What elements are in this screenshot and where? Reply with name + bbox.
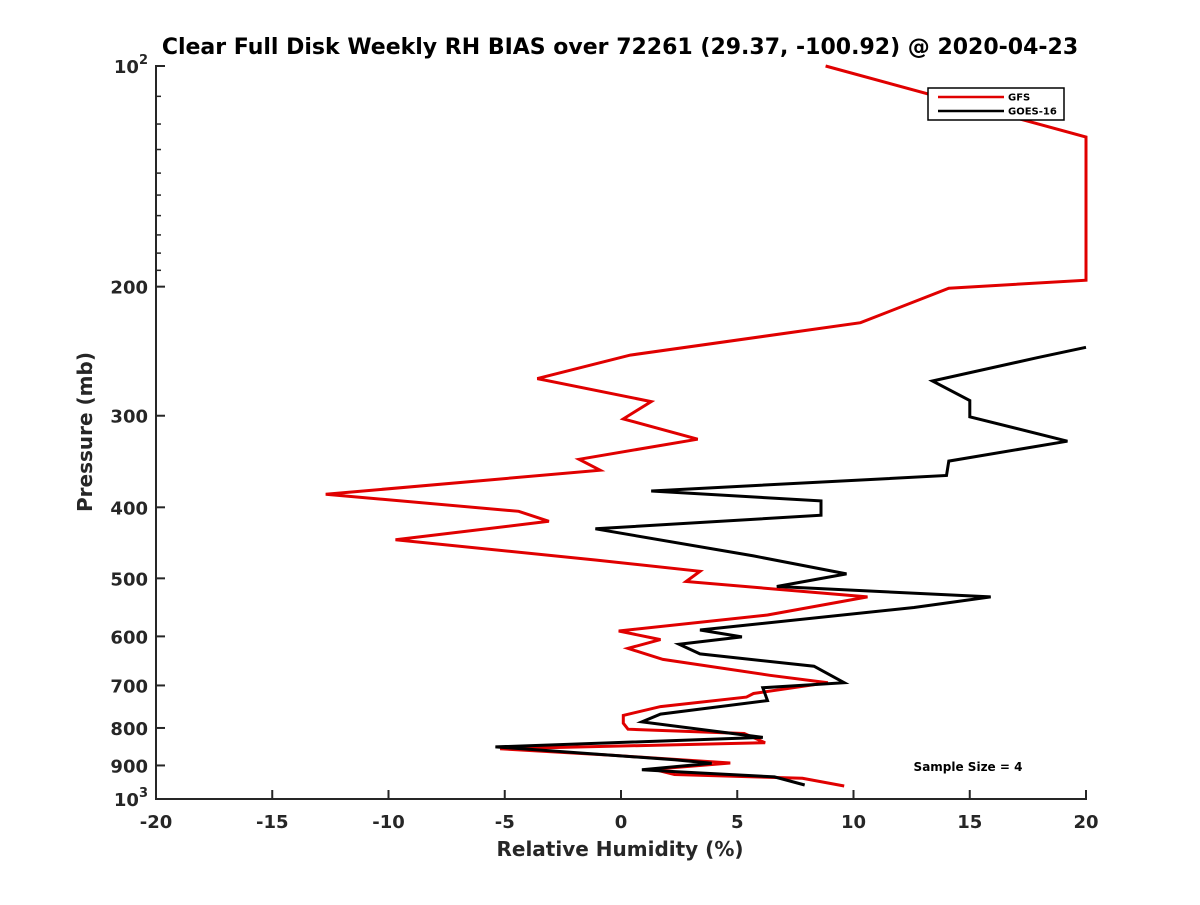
y-tick-label: 400 [110, 498, 148, 519]
y-axis-ticks: 102 200 300 400 500 600 700 800 900 103 [110, 53, 165, 811]
x-axis-ticks: -20 -15 -10 -5 0 5 10 15 20 [140, 790, 1099, 833]
y-tick-label: 900 [110, 756, 148, 777]
legend-box [927, 87, 1065, 121]
x-tick-label: 0 [615, 812, 628, 833]
plot-axes [155, 65, 1087, 800]
y-tick-label: 600 [110, 627, 148, 648]
y-tick-label: 800 [110, 719, 148, 740]
x-tick-label: 20 [1073, 812, 1098, 833]
y-tick-label: 103 [114, 786, 148, 811]
series-line-goes16 [495, 345, 1087, 787]
legend: GFS GOES-16 [927, 87, 1065, 121]
plot-data-layer [325, 64, 1088, 788]
y-tick-label: 102 [114, 53, 148, 78]
legend-label-goes16: GOES-16 [1008, 107, 1057, 118]
y-tick-label: 700 [110, 676, 148, 697]
y-tick-label: 300 [110, 407, 148, 428]
y-tick-label: 500 [110, 569, 148, 590]
x-tick-label: -5 [495, 812, 515, 833]
x-tick-label: 10 [841, 812, 866, 833]
x-tick-label: 5 [731, 812, 744, 833]
x-tick-label: -15 [256, 812, 289, 833]
x-axis-label: Relative Humidity (%) [496, 837, 743, 861]
sample-size-annotation: Sample Size = 4 [914, 760, 1023, 774]
y-axis-label: Pressure (mb) [73, 352, 97, 512]
x-tick-label: 15 [957, 812, 982, 833]
x-tick-label: -10 [372, 812, 405, 833]
y-tick-label: 200 [110, 278, 148, 299]
legend-label-gfs: GFS [1008, 93, 1030, 104]
series-line-gfs [325, 64, 1088, 788]
x-tick-label: -20 [140, 812, 173, 833]
chart-title: Clear Full Disk Weekly RH BIAS over 7226… [162, 35, 1078, 60]
